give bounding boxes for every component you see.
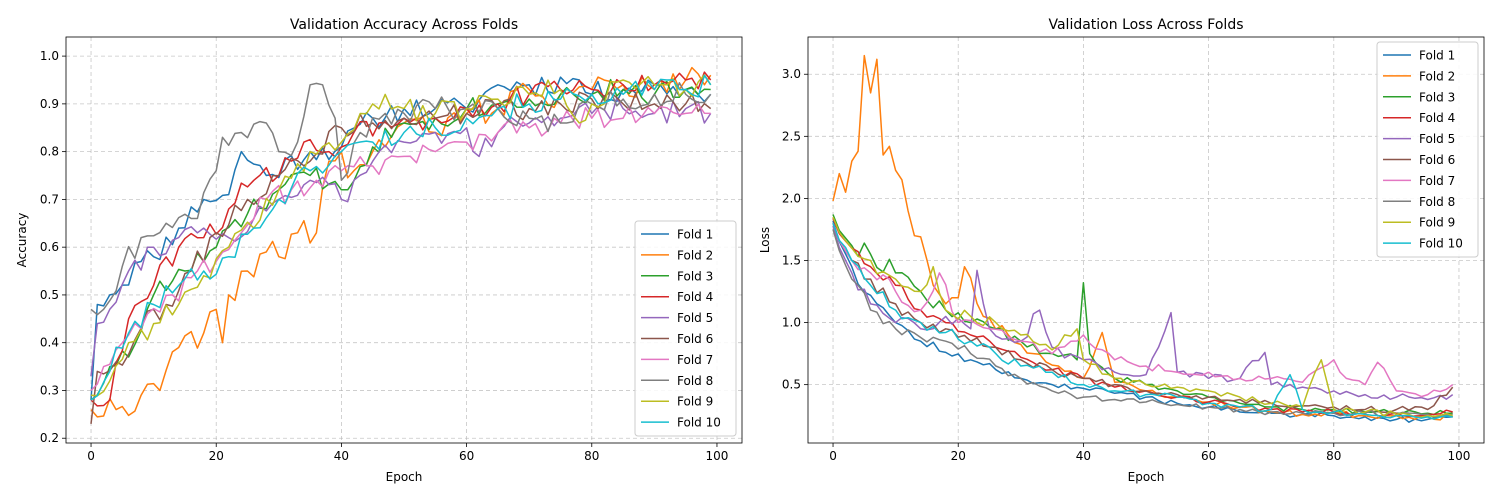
legend-entry: Fold 6 [677, 332, 713, 346]
x-tick-label: 40 [334, 449, 349, 463]
legend: Fold 1 Fold 2 Fold 3 Fold 4 Fold 5 Fold 6 Fold… [634, 220, 737, 437]
series-line-fold-7 [832, 222, 1454, 398]
series-line-fold-10 [832, 222, 1453, 420]
series-group [832, 54, 1454, 423]
legend-entry: Fold 8 [677, 374, 713, 388]
y-tick-label: 0.7 [40, 192, 59, 206]
x-axis-label: Epoch [386, 470, 423, 484]
legend-entry: Fold 9 [677, 395, 713, 409]
legend-entry: Fold 2 [1419, 69, 1455, 83]
y-tick-label: 0.5 [782, 378, 801, 392]
y-tick-label: 0.8 [40, 145, 59, 159]
x-tick-label: 20 [951, 449, 966, 463]
series-line-fold-3 [832, 214, 1453, 416]
series-line-fold-4 [832, 218, 1453, 418]
chart-title: Validation Loss Across Folds [1048, 17, 1243, 33]
legend-entry: Fold 1 [1419, 49, 1455, 63]
x-tick-label: 80 [584, 449, 599, 463]
x-tick-label: 60 [1201, 449, 1216, 463]
y-tick-label: 0.4 [40, 336, 59, 350]
y-tick-label: 0.6 [40, 240, 59, 254]
chart-title: Validation Accuracy Across Folds [290, 17, 518, 33]
x-tick-label: 100 [706, 449, 729, 463]
x-tick-label: 80 [1326, 449, 1341, 463]
series-line-fold-8 [90, 82, 712, 316]
legend-entry: Fold 7 [1419, 174, 1455, 188]
x-tick-label: 0 [87, 449, 95, 463]
y-tick-label: 3.0 [782, 67, 801, 81]
y-tick-label: 2.5 [782, 129, 801, 143]
series-line-fold-4 [90, 71, 712, 407]
y-tick-label: 2.0 [782, 191, 801, 205]
y-tick-label: 1.5 [782, 253, 801, 267]
plot-frame [65, 36, 743, 444]
series-line-fold-1 [832, 220, 1453, 423]
chart-1: Validation Accuracy Across Folds 0 20 40 60 8… [15, 17, 743, 484]
legend-entry: Fold 5 [1419, 132, 1455, 146]
y-tick-label: 0.9 [40, 97, 59, 111]
legend-entry: Fold 3 [1419, 90, 1455, 104]
series-line-fold-2 [832, 54, 1453, 421]
series-line-fold-9 [832, 216, 1453, 418]
y-tick-label: 1.0 [40, 49, 59, 63]
legend-entry: Fold 2 [677, 248, 713, 262]
x-tick-label: 100 [1448, 449, 1471, 463]
series-line-fold-6 [832, 222, 1454, 414]
y-axis-label: Loss [758, 227, 772, 253]
series-line-fold-2 [90, 66, 712, 418]
legend-box [1376, 41, 1479, 258]
legend-entry: Fold 7 [677, 353, 713, 367]
series-line-fold-10 [90, 74, 712, 401]
x-tick-label: 60 [459, 449, 474, 463]
x-tick-label: 40 [1076, 449, 1091, 463]
x-tick-label: 0 [829, 449, 837, 463]
series-line-fold-5 [90, 96, 712, 377]
y-tick-label: 0.2 [40, 431, 59, 445]
legend: Fold 1 Fold 2 Fold 3 Fold 4 Fold 5 Fold 6 Fold… [1376, 41, 1479, 258]
legend-entry: Fold 5 [677, 311, 713, 325]
legend-entry: Fold 4 [677, 290, 713, 304]
legend-entry: Fold 8 [1419, 195, 1455, 209]
legend-entry: Fold 10 [1419, 237, 1463, 251]
legend-entry: Fold 6 [1419, 153, 1455, 167]
legend-entry: Fold 10 [677, 416, 721, 430]
y-tick-label: 0.3 [40, 383, 59, 397]
series-group [90, 66, 712, 424]
y-axis-label: Accuracy [15, 213, 29, 268]
legend-box [634, 220, 737, 437]
x-tick-label: 20 [209, 449, 224, 463]
legend-entry: Fold 4 [1419, 111, 1455, 125]
series-line-fold-7 [90, 103, 711, 392]
series-line-fold-5 [832, 225, 1454, 401]
legend-entry: Fold 1 [677, 228, 713, 242]
chart-2: Validation Loss Across Folds 0 20 40 60 80 100… [758, 17, 1485, 484]
y-tick-label: 1.0 [782, 316, 801, 330]
x-axis-label: Epoch [1128, 470, 1165, 484]
series-line-fold-9 [90, 74, 712, 397]
legend-entry: Fold 9 [1419, 216, 1455, 230]
legend-entry: Fold 3 [677, 269, 713, 283]
plot-frame [807, 36, 1485, 444]
y-tick-label: 0.5 [40, 288, 59, 302]
